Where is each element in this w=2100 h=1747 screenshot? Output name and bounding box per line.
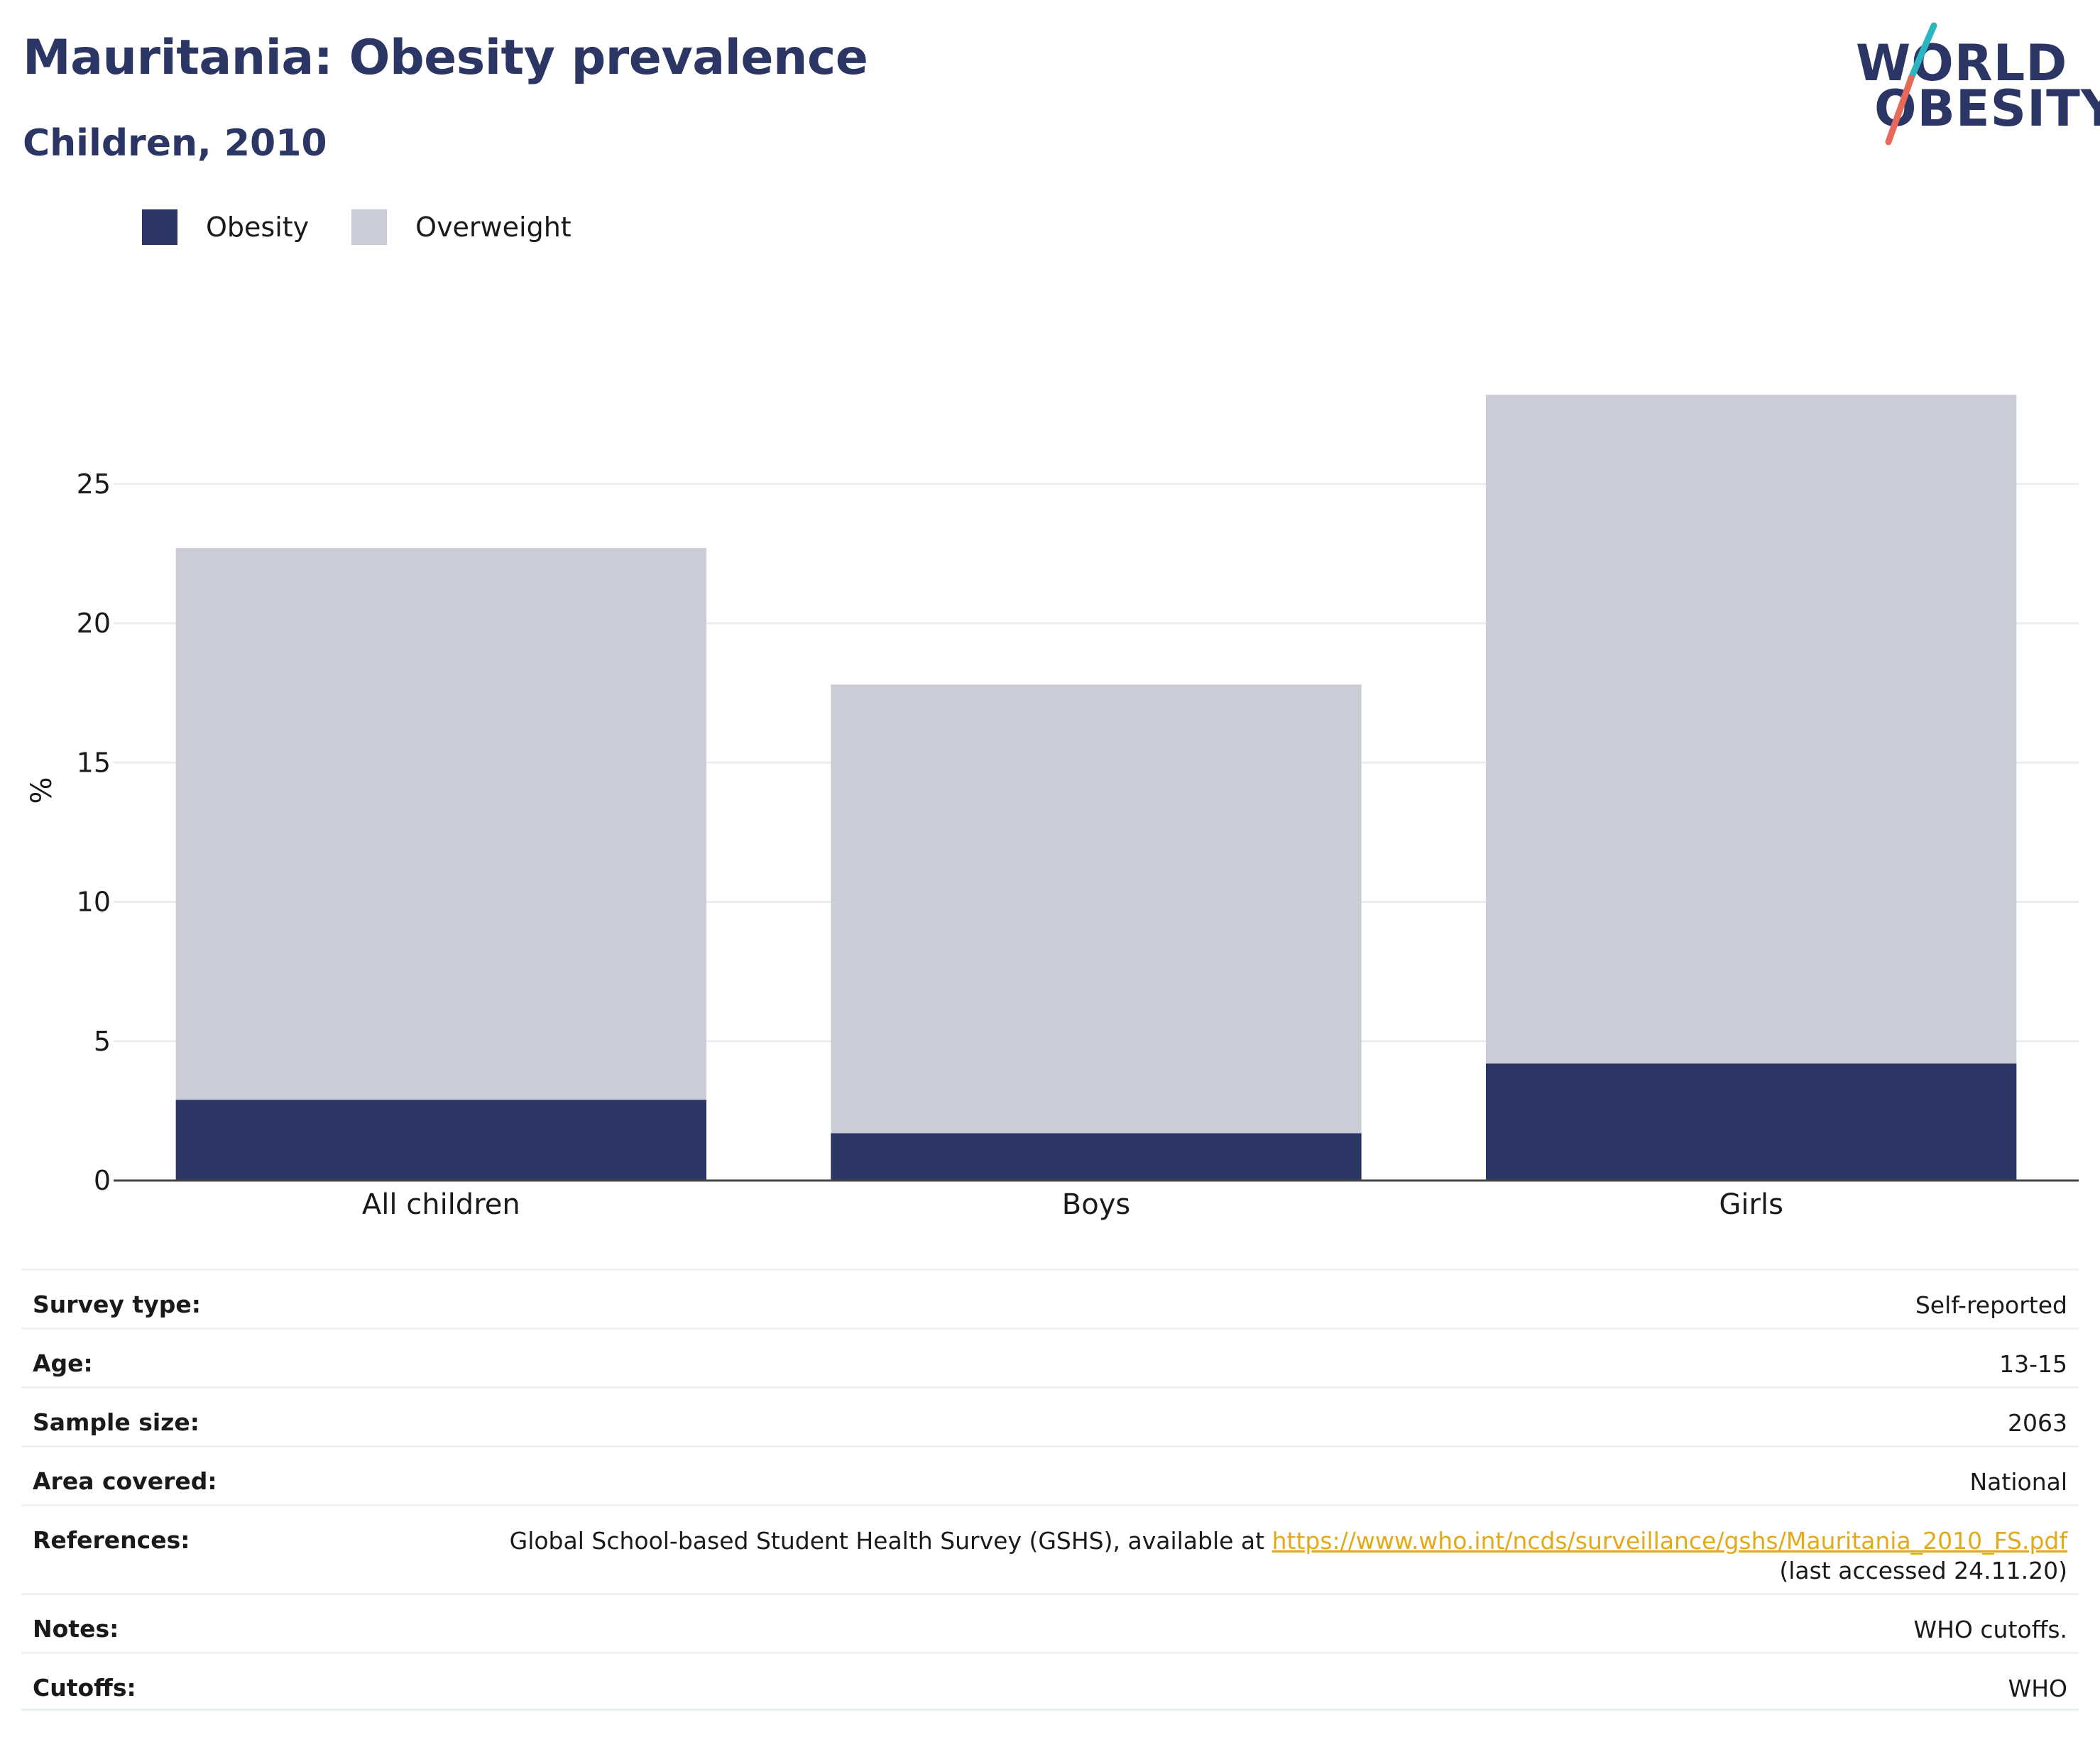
table-row-sample-size: Sample size: 2063 — [21, 1386, 2079, 1445]
table-row-survey-type: Survey type: Self-reported — [21, 1269, 2079, 1327]
legend-swatch-obesity — [142, 209, 177, 245]
bar-obesity-all-children — [175, 1100, 707, 1181]
y-tick-label: 25 — [77, 469, 111, 500]
legend: Obesity Overweight — [142, 209, 614, 245]
chart-title: Mauritania: Obesity prevalence — [23, 30, 868, 86]
age-value: 13-15 — [1999, 1350, 2067, 1378]
y-tick-label: 10 — [77, 887, 111, 918]
legend-swatch-overweight — [351, 209, 388, 245]
y-axis-label: % — [26, 777, 58, 804]
logo-slash-icon — [1885, 22, 1937, 146]
bar-chart: 0 5 10 15 20 25% All children Boys Girls — [26, 395, 2079, 1221]
survey-type-value: Self-reported — [1915, 1291, 2067, 1319]
table-row-notes: Notes: WHO cutoffs. — [21, 1593, 2079, 1652]
area-covered-value: National — [1969, 1468, 2067, 1496]
table-row-age: Age: 13-15 — [21, 1327, 2079, 1386]
x-tick-label: Girls — [1719, 1188, 1783, 1221]
notes-key: Notes: — [33, 1615, 119, 1643]
bar-overweight-all-children — [175, 548, 707, 1100]
legend-label-overweight: Overweight — [415, 212, 572, 243]
references-link[interactable]: https://www.who.int/ncds/surveillance/gs… — [1272, 1527, 2067, 1555]
table-row-cutoffs: Cutoffs: WHO — [21, 1652, 2079, 1711]
sample-size-key: Sample size: — [33, 1408, 199, 1436]
world-obesity-logo: WORLD OBESITY — [1853, 20, 2100, 148]
y-tick-label: 20 — [77, 608, 111, 639]
chart-subtitle: Children, 2010 — [23, 122, 327, 165]
references-text: Global School-based Student Health Surve… — [509, 1527, 1265, 1555]
legend-label-obesity: Obesity — [206, 212, 310, 243]
bar-overweight-boys — [831, 684, 1362, 1134]
x-tick-label: All children — [362, 1188, 520, 1221]
age-key: Age: — [33, 1349, 93, 1377]
table-row-references: References: Global School-based Student … — [21, 1504, 2079, 1593]
references-key: References: — [33, 1526, 190, 1554]
sample-size-value: 2063 — [2008, 1409, 2067, 1437]
table-row-area-covered: Area covered: National — [21, 1445, 2079, 1504]
bar-overweight-girls — [1485, 395, 2017, 1064]
cutoffs-key: Cutoffs: — [33, 1674, 136, 1702]
legend-item-obesity[interactable]: Obesity — [142, 209, 309, 245]
survey-info-table: Survey type: Self-reported Age: 13-15 Sa… — [21, 1269, 2079, 1711]
bar-obesity-girls — [1485, 1063, 2017, 1181]
bar-obesity-boys — [831, 1133, 1362, 1181]
survey-type-key: Survey type: — [33, 1291, 201, 1318]
notes-value: WHO cutoffs. — [1913, 1616, 2067, 1643]
references-accessed: (last accessed 24.11.20) — [1779, 1557, 2067, 1584]
logo-word-world: WORLD — [1856, 34, 2068, 92]
y-tick-label: 0 — [94, 1165, 111, 1196]
y-tick-label: 15 — [77, 747, 111, 778]
references-value: Global School-based Student Health Surve… — [510, 1526, 2067, 1586]
area-covered-key: Area covered: — [33, 1467, 217, 1495]
x-tick-label: Boys — [1062, 1188, 1130, 1221]
y-tick-label: 5 — [94, 1026, 111, 1057]
logo-word-obesity: OBESITY — [1874, 80, 2100, 138]
legend-item-overweight[interactable]: Overweight — [351, 209, 572, 245]
cutoffs-value: WHO — [2008, 1675, 2067, 1702]
